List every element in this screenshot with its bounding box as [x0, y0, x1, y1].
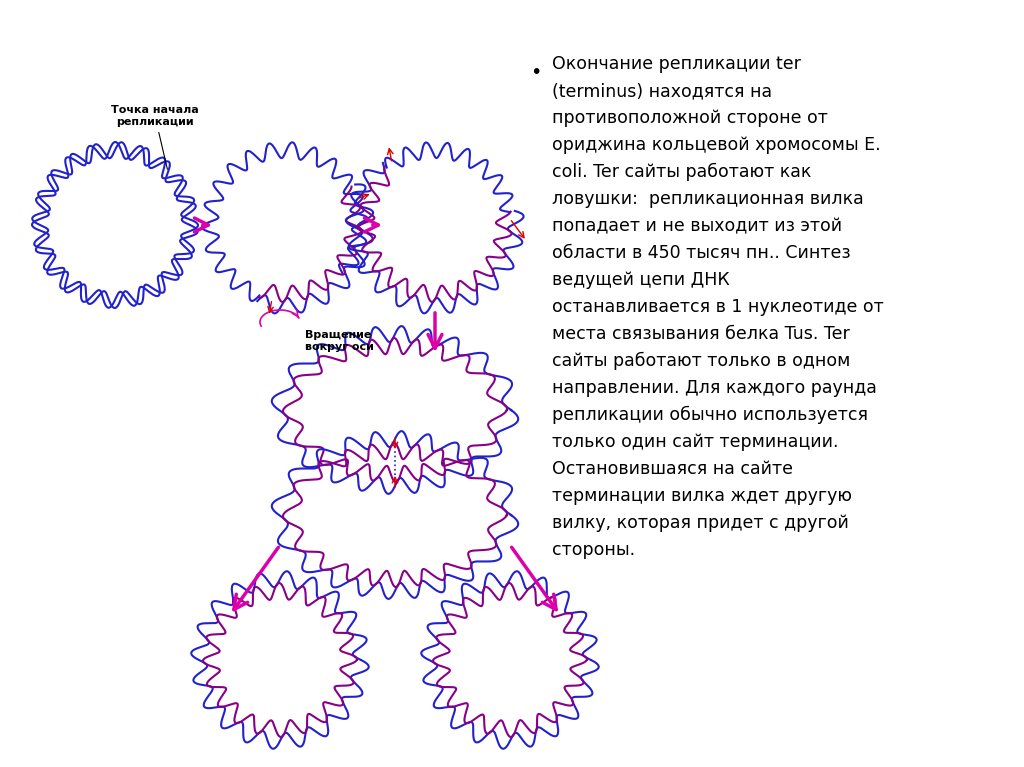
Text: репликации обычно используется: репликации обычно используется	[552, 406, 868, 424]
Text: Вращение
вокруг оси: Вращение вокруг оси	[305, 330, 374, 351]
Text: Остановившаяся на сайте: Остановившаяся на сайте	[552, 460, 793, 478]
Text: coli. Ter сайты работают как: coli. Ter сайты работают как	[552, 163, 811, 181]
Text: ориджина кольцевой хромосомы Е.: ориджина кольцевой хромосомы Е.	[552, 136, 881, 154]
Text: ловушки:  репликационная вилка: ловушки: репликационная вилка	[552, 190, 864, 208]
Text: (terminus) находятся на: (terminus) находятся на	[552, 82, 772, 100]
Text: попадает и не выходит из этой: попадает и не выходит из этой	[552, 217, 842, 235]
Text: направлении. Для каждого раунда: направлении. Для каждого раунда	[552, 379, 877, 397]
Text: •: •	[530, 63, 542, 82]
Text: вилку, которая придет с другой: вилку, которая придет с другой	[552, 514, 849, 532]
Text: противоположной стороне от: противоположной стороне от	[552, 109, 827, 127]
Text: останавливается в 1 нуклеотиде от: останавливается в 1 нуклеотиде от	[552, 298, 884, 316]
Text: стороны.: стороны.	[552, 541, 635, 559]
Text: ведущей цепи ДНК: ведущей цепи ДНК	[552, 271, 730, 289]
Text: Точка начала
репликации: Точка начала репликации	[112, 105, 199, 170]
Text: сайты работают только в одном: сайты работают только в одном	[552, 352, 850, 370]
Text: терминации вилка ждет другую: терминации вилка ждет другую	[552, 487, 852, 505]
Text: Окончание репликации ter: Окончание репликации ter	[552, 55, 801, 73]
Text: области в 450 тысяч пн.. Синтез: области в 450 тысяч пн.. Синтез	[552, 244, 851, 262]
Text: только один сайт терминации.: только один сайт терминации.	[552, 433, 839, 451]
Text: места связывания белка Tus. Ter: места связывания белка Tus. Ter	[552, 325, 850, 343]
